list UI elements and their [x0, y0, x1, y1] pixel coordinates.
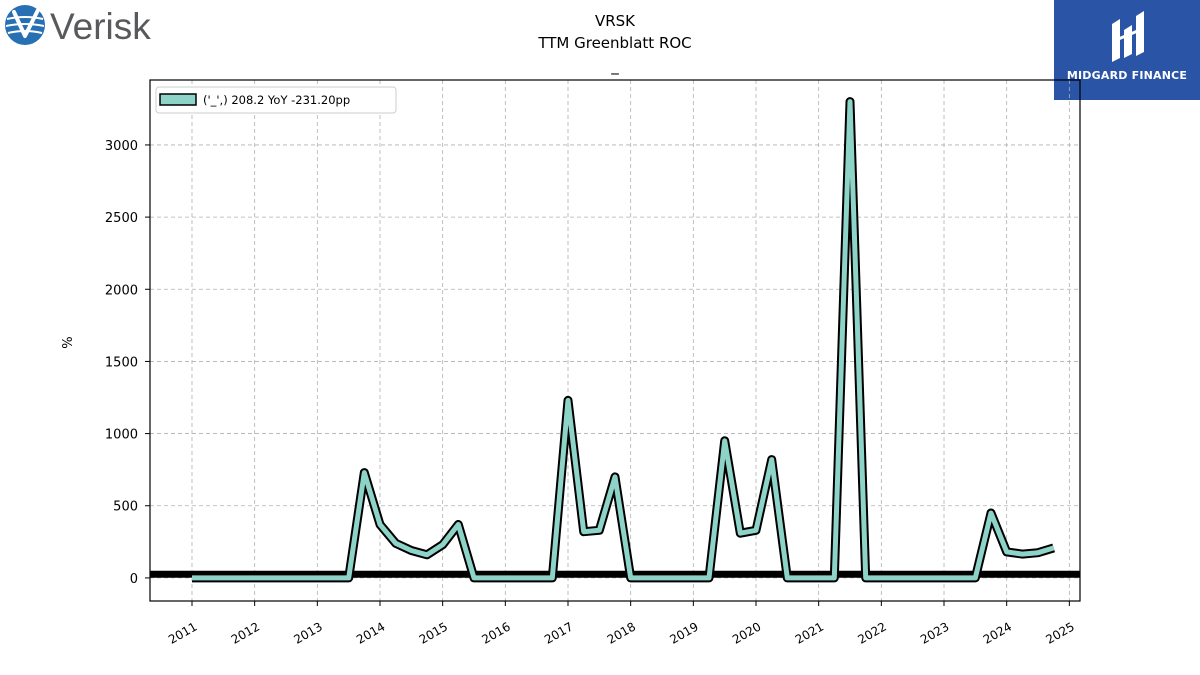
midgard-finance-logo: MIDGARD FINANCE — [1054, 0, 1200, 100]
x-tick-label: 2018 — [605, 619, 638, 646]
x-tick-label: 2011 — [166, 619, 199, 646]
x-tick-label: 2015 — [417, 619, 450, 646]
data-point — [504, 577, 506, 579]
data-point — [708, 577, 710, 579]
y-tick-label: 2000 — [105, 283, 138, 298]
data-point — [959, 577, 961, 579]
grid-layer — [150, 80, 1080, 601]
data-point — [207, 577, 209, 579]
data-point — [896, 577, 898, 579]
verisk-wordmark: Verisk — [50, 6, 151, 47]
data-point — [551, 577, 553, 579]
data-point — [238, 577, 240, 579]
data-point — [880, 577, 882, 579]
y-tick-label: 0 — [130, 572, 138, 587]
midgard-brand-text: MIDGARD FINANCE — [1066, 69, 1188, 82]
data-point — [786, 577, 788, 579]
data-point — [692, 577, 694, 579]
data-point — [802, 577, 804, 579]
data-point — [410, 550, 412, 551]
data-point — [536, 577, 538, 579]
x-tick-label: 2025 — [1043, 619, 1076, 646]
data-point — [818, 577, 820, 579]
data-point — [567, 399, 569, 401]
x-tick-label: 2023 — [918, 619, 951, 646]
data-point — [379, 524, 381, 525]
x-tick-label: 2022 — [855, 619, 888, 646]
data-point — [724, 440, 726, 442]
data-point — [912, 577, 914, 579]
data-point — [1021, 553, 1023, 555]
x-tick-label: 2014 — [354, 619, 387, 646]
data-point — [630, 577, 632, 579]
data-point — [473, 577, 475, 579]
data-point — [316, 577, 318, 579]
midgard-mark-icon — [1112, 11, 1144, 62]
legend-box — [155, 86, 397, 114]
data-point — [771, 459, 773, 461]
y-tick-label: 1000 — [105, 428, 138, 443]
data-point — [974, 577, 976, 579]
data-point — [520, 577, 522, 579]
x-tick-label: 2016 — [479, 619, 512, 646]
y-tick-label: 1500 — [105, 355, 138, 370]
data-point — [598, 529, 600, 531]
data-point — [332, 577, 334, 579]
data-point — [865, 577, 867, 579]
data-point — [254, 577, 256, 579]
x-axis: 2011 2012 2013 2014 2015 2016 2017 2018 2019 2020… — [166, 601, 1077, 647]
data-point — [301, 577, 303, 579]
data-point — [661, 577, 663, 579]
data-point — [583, 531, 585, 533]
data-point — [739, 532, 741, 534]
data-point — [1037, 552, 1039, 554]
series-layer — [191, 97, 1056, 583]
y-tick-label: 2500 — [105, 211, 138, 226]
data-point — [363, 472, 365, 474]
y-tick-label: 3000 — [105, 139, 138, 154]
data-point — [755, 529, 757, 531]
x-tick-label: 2021 — [793, 619, 826, 646]
plot-frame — [149, 79, 1081, 602]
data-point — [222, 577, 224, 579]
data-point — [927, 577, 929, 579]
data-point — [677, 577, 679, 579]
legend-label: ('_',) 208.2 YoY -231.20pp — [203, 93, 350, 107]
data-point — [395, 542, 397, 544]
data-point — [1006, 551, 1008, 553]
data-point — [645, 577, 647, 579]
data-point — [442, 544, 444, 546]
data-point — [191, 577, 193, 579]
chart-title: VRSK — [595, 12, 636, 30]
chart-subtitle-2: _ — [610, 57, 619, 76]
data-point — [285, 577, 287, 579]
data-point — [943, 577, 945, 579]
chart-subtitle: TTM Greenblatt ROC — [537, 34, 691, 52]
data-point — [990, 512, 992, 514]
data-point — [348, 577, 350, 579]
x-tick-label: 2013 — [291, 619, 324, 646]
data-point — [614, 476, 616, 478]
y-axis: 0 500 1000 1500 2000 2500 3000 — [105, 139, 150, 587]
data-point — [457, 524, 459, 525]
data-point — [426, 554, 428, 556]
data-point — [1053, 547, 1055, 549]
data-point — [849, 101, 851, 103]
x-tick-label: 2020 — [730, 619, 763, 646]
data-point — [833, 577, 835, 579]
x-tick-label: 2012 — [229, 619, 262, 646]
y-axis-label: % — [61, 336, 76, 348]
data-point — [489, 577, 491, 579]
verisk-logo: Verisk — [4, 4, 164, 48]
legend: ('_',) 208.2 YoY -231.20pp — [155, 86, 397, 114]
x-tick-label: 2017 — [542, 619, 575, 646]
data-point — [269, 577, 271, 579]
x-tick-label: 2019 — [667, 619, 700, 646]
legend-swatch — [159, 93, 197, 106]
y-tick-label: 500 — [113, 500, 138, 515]
series-line — [192, 99, 1055, 581]
series-line-outline — [192, 97, 1056, 583]
x-tick-label: 2024 — [981, 619, 1014, 646]
